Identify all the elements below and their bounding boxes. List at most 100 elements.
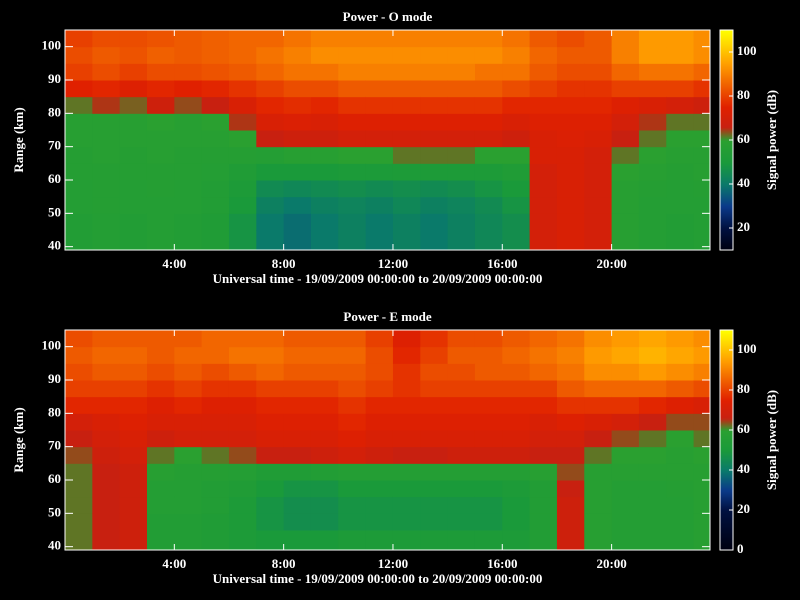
heatmap-cell: [284, 130, 312, 147]
heatmap-cell: [666, 147, 694, 164]
heatmap-cell: [65, 147, 93, 164]
heatmap-cell: [147, 413, 175, 430]
heatmap-cell: [92, 230, 120, 251]
heatmap-cell: [174, 80, 202, 97]
heatmap-cell: [502, 197, 530, 214]
heatmap-cell: [612, 80, 640, 97]
heatmap-cell: [557, 63, 585, 80]
heatmap-cell: [338, 230, 366, 251]
heatmap-cell: [639, 347, 667, 364]
heatmap-cell: [502, 63, 530, 80]
heatmap-cell: [393, 513, 421, 530]
heatmap-cell: [393, 430, 421, 447]
heatmap-cell: [120, 230, 148, 251]
heatmap-cell: [338, 480, 366, 497]
heatmap-cell: [393, 47, 421, 64]
heatmap-cell: [65, 513, 93, 530]
heatmap-cell: [92, 197, 120, 214]
heatmap-cell: [502, 130, 530, 147]
heatmap-cell: [393, 130, 421, 147]
heatmap-cell: [256, 330, 284, 347]
heatmap-cell: [256, 497, 284, 514]
heatmap-cell: [120, 497, 148, 514]
heatmap-cell: [284, 463, 312, 480]
heatmap-cell: [694, 380, 711, 397]
heatmap-cell: [202, 147, 230, 164]
heatmap-cell: [612, 47, 640, 64]
heatmap-cell: [557, 197, 585, 214]
heatmap-cell: [448, 97, 476, 114]
heatmap-cell: [530, 197, 558, 214]
heatmap-cell: [475, 447, 503, 464]
heatmap-cell: [557, 513, 585, 530]
heatmap-cell: [311, 113, 339, 130]
heatmap-cell: [92, 480, 120, 497]
heatmap-cell: [420, 113, 448, 130]
x-tick-label: 4:00: [162, 556, 186, 571]
heatmap-cell: [366, 463, 394, 480]
heatmap-cell: [420, 397, 448, 414]
heatmap-cell: [174, 397, 202, 414]
heatmap-cell: [202, 113, 230, 130]
y-tick-label: 60: [48, 471, 61, 486]
heatmap-cell: [366, 163, 394, 180]
heatmap-cell: [639, 513, 667, 530]
heatmap-cell: [584, 330, 612, 347]
heatmap-cell: [584, 497, 612, 514]
heatmap-cell: [311, 363, 339, 380]
heatmap-cell: [612, 447, 640, 464]
heatmap-cell: [584, 380, 612, 397]
heatmap-cell: [612, 380, 640, 397]
heatmap-cell: [694, 347, 711, 364]
heatmap-cell: [666, 47, 694, 64]
heatmap-cell: [420, 530, 448, 551]
heatmap-cell: [256, 30, 284, 47]
heatmap-cell: [557, 147, 585, 164]
heatmap-cell: [694, 197, 711, 214]
heatmap-cell: [475, 63, 503, 80]
heatmap-cell: [530, 497, 558, 514]
heatmap-cell: [65, 163, 93, 180]
heatmap-cell: [311, 480, 339, 497]
heatmap-cell: [120, 80, 148, 97]
heatmap-cell: [557, 330, 585, 347]
heatmap-cell: [256, 230, 284, 251]
heatmap-cell: [557, 363, 585, 380]
heatmap-cell: [448, 447, 476, 464]
heatmap-cell: [65, 47, 93, 64]
heatmap-cell: [284, 447, 312, 464]
heatmap-cell: [65, 230, 93, 251]
heatmap-cell: [120, 447, 148, 464]
heatmap-cell: [666, 80, 694, 97]
heatmap-cell: [694, 530, 711, 551]
heatmap-cell: [666, 497, 694, 514]
heatmap-cell: [92, 147, 120, 164]
heatmap-cell: [174, 347, 202, 364]
heatmap-cell: [338, 447, 366, 464]
heatmap-cell: [229, 47, 257, 64]
heatmap-cell: [666, 113, 694, 130]
heatmap-cell: [65, 197, 93, 214]
heatmap-cell: [284, 513, 312, 530]
heatmap-cell: [147, 430, 175, 447]
heatmap-cell: [229, 347, 257, 364]
heatmap-cell: [502, 530, 530, 551]
y-tick-label: 80: [48, 104, 61, 119]
heatmap-cell: [448, 63, 476, 80]
heatmap-cell: [202, 397, 230, 414]
heatmap-cell: [256, 530, 284, 551]
heatmap-cell: [420, 197, 448, 214]
heatmap-cell: [147, 463, 175, 480]
heatmap-cell: [202, 180, 230, 197]
heatmap-cell: [448, 530, 476, 551]
heatmap-cell: [666, 363, 694, 380]
heatmap-cell: [639, 480, 667, 497]
heatmap-cell: [530, 413, 558, 430]
x-tick-label: 4:00: [162, 256, 186, 271]
y-axis-label: Range (km): [11, 407, 26, 472]
heatmap-cell: [120, 413, 148, 430]
heatmap-cell: [92, 363, 120, 380]
heatmap-cell: [366, 147, 394, 164]
heatmap-cell: [584, 163, 612, 180]
